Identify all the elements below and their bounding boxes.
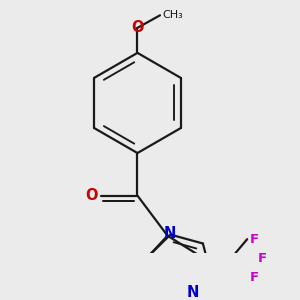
Text: F: F xyxy=(258,252,267,265)
Text: N: N xyxy=(186,285,199,300)
Text: F: F xyxy=(250,271,259,284)
Text: F: F xyxy=(250,233,259,246)
Text: CH₃: CH₃ xyxy=(163,10,183,20)
Text: O: O xyxy=(85,188,98,203)
Text: N: N xyxy=(163,226,176,241)
Text: O: O xyxy=(131,20,144,35)
